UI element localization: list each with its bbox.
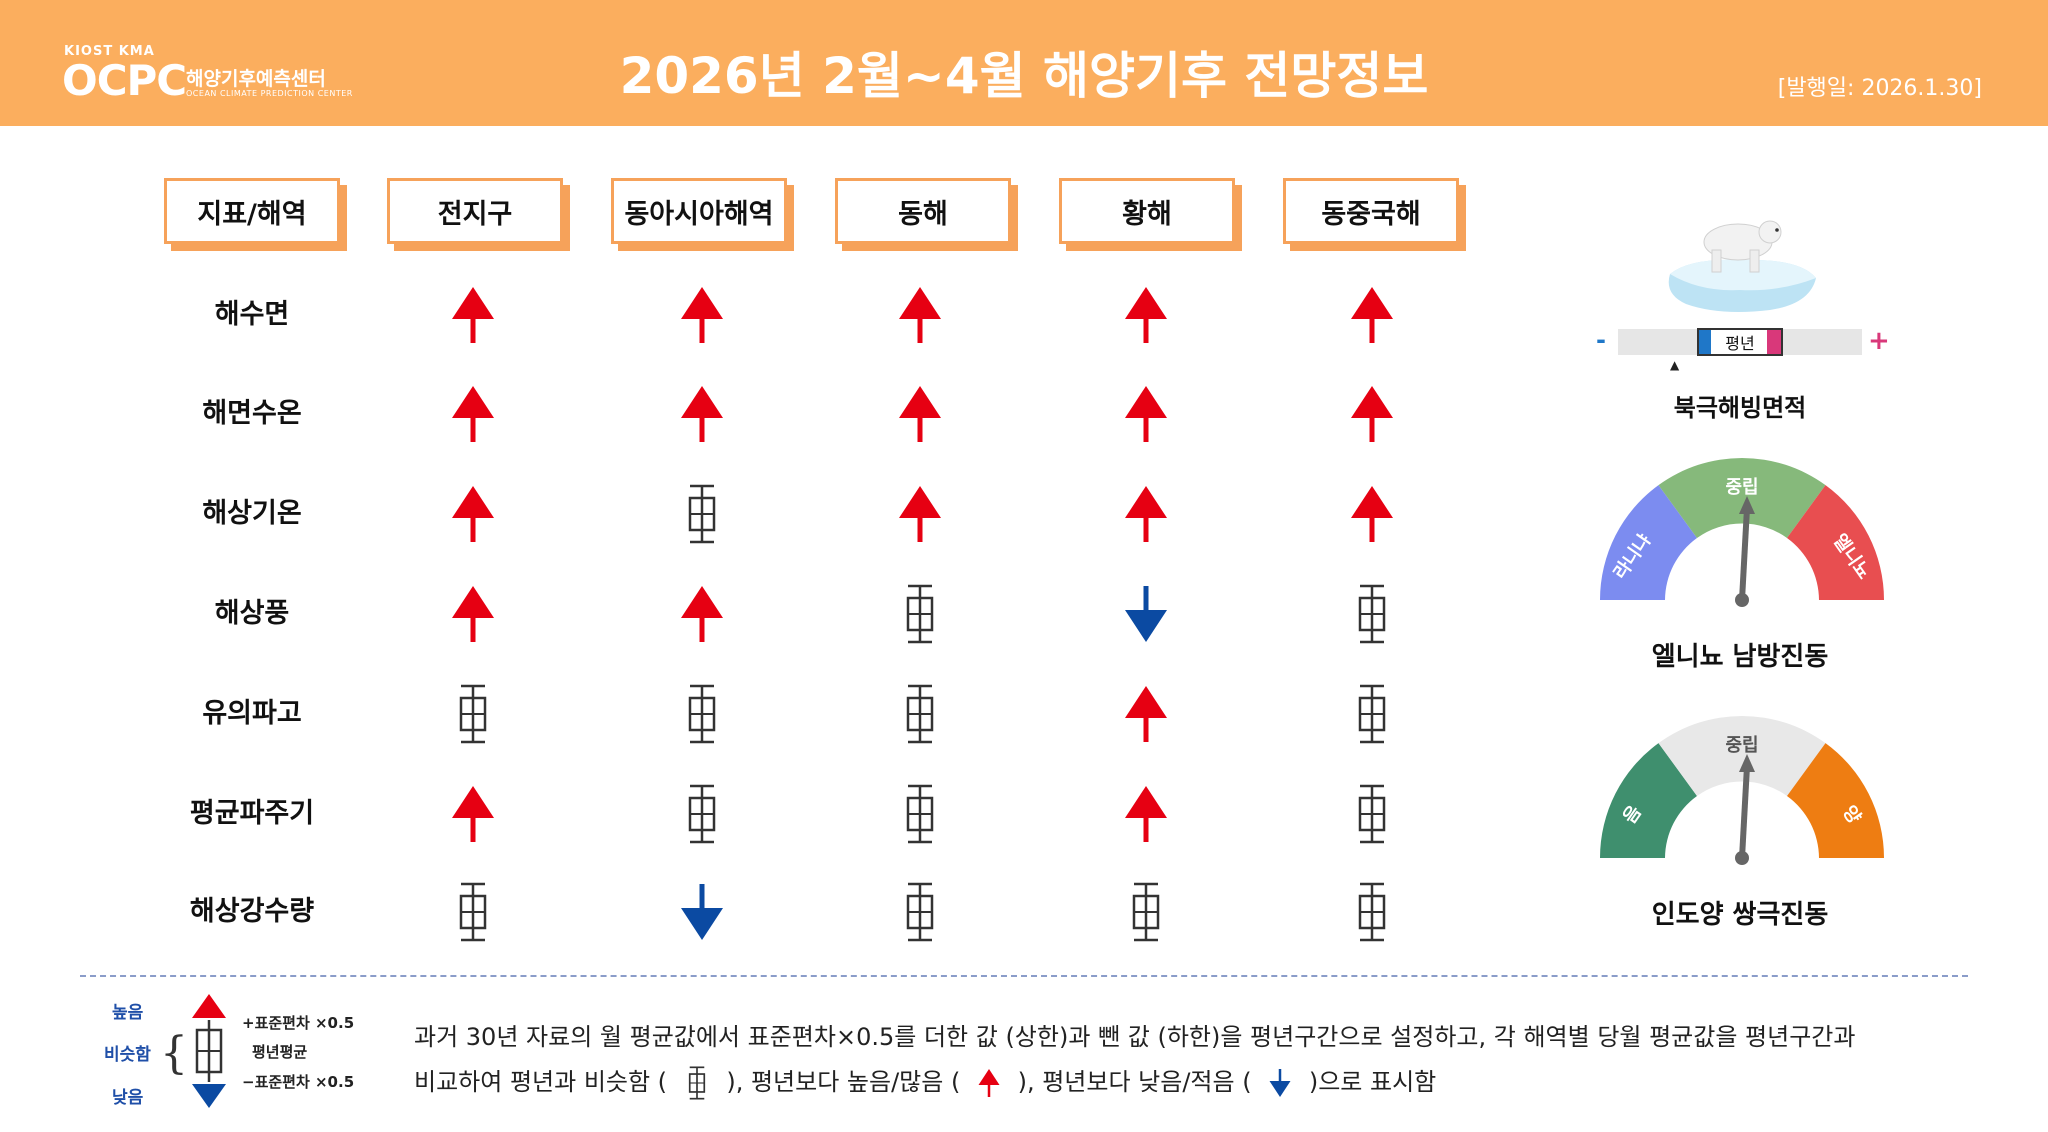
normal-symbol-icon: [448, 882, 498, 942]
column-header-global: 전지구: [387, 178, 563, 244]
logo-english-name: OCEAN CLIMATE PREDICTION CENTER: [186, 89, 353, 98]
iod-label: 인도양 쌍극진동: [1651, 900, 1829, 930]
legend-similar: 비슷함: [104, 1045, 151, 1065]
up-arrow-icon: [448, 484, 498, 544]
legend-upper: +표준편차 ×0.5: [242, 1014, 355, 1032]
enso-needle: [1739, 507, 1750, 601]
row-label-sea-level: 해수면: [214, 299, 290, 330]
polar-bear-on-ice-icon: [1668, 220, 1816, 312]
up-arrow-icon: [895, 285, 945, 345]
normal-symbol-icon: [895, 784, 945, 844]
iod-sector-positive: [1787, 743, 1884, 858]
up-arrow-icon: [1121, 285, 1171, 345]
normal-symbol-icon: [448, 684, 498, 744]
sea-ice-normal-range: 평년: [1697, 328, 1783, 356]
desc-similar-text: 비교하여 평년과 비슷함 (: [414, 1068, 668, 1096]
normal-symbol-icon: [1347, 584, 1397, 644]
legend-high: 높음: [112, 1003, 144, 1023]
iod-sector-negative: [1600, 743, 1697, 858]
normal-symbol-icon: [895, 584, 945, 644]
row-label-sst: 해면수온: [202, 398, 302, 429]
normal-symbol-icon: [677, 784, 727, 844]
column-header-east-sea: 동해: [835, 178, 1011, 244]
normal-symbol-icon: [1347, 684, 1397, 744]
normal-symbol-icon: [677, 484, 727, 544]
iod-needle: [1739, 765, 1750, 859]
legend-description-line2: 비교하여 평년과 비슷함 ( ), 평년보다 높음/많음 ( ), 평년보다 낮…: [414, 1062, 1436, 1100]
legend-mean: 평년평균: [252, 1043, 308, 1061]
up-arrow-icon: [448, 285, 498, 345]
normal-label: 평년: [1725, 334, 1755, 353]
up-arrow-icon: [677, 584, 727, 644]
up-arrow-icon: [1347, 285, 1397, 345]
up-arrow-icon: [1121, 484, 1171, 544]
up-arrow-icon: [1121, 684, 1171, 744]
desc-end-text: )으로 표시함: [1308, 1068, 1437, 1096]
row-label-wave-period: 평균파주기: [189, 798, 315, 829]
up-arrow-icon: [1121, 384, 1171, 444]
up-arrow-icon: [978, 1069, 1000, 1097]
up-arrow-icon: [677, 285, 727, 345]
normal-symbol-icon: [688, 1066, 705, 1100]
down-arrow-icon: [1121, 584, 1171, 644]
up-arrow-icon: [895, 384, 945, 444]
up-arrow-icon: [1347, 484, 1397, 544]
column-header-indicator: 지표/해역: [164, 178, 340, 244]
iod-sector-neutral: [1658, 715, 1826, 796]
normal-symbol-icon: [1121, 882, 1171, 942]
iod-gauge: 중립 음 양: [1600, 715, 1884, 865]
scale-plus: +: [1868, 326, 1890, 356]
page-title: 2026년 2월~4월 해양기후 전망정보: [619, 47, 1429, 105]
down-arrow-icon: [677, 882, 727, 942]
up-arrow-icon: [448, 784, 498, 844]
normal-lower-band: [1699, 330, 1711, 354]
header-bar: KIOST KMA OCPC 해양기후예측센터 OCEAN CLIMATE PR…: [0, 0, 2048, 126]
legend-scale-icon: [192, 994, 226, 1108]
column-header-east-asia: 동아시아해역: [611, 178, 787, 244]
normal-symbol-icon: [677, 684, 727, 744]
enso-sector-el-nino: [1787, 485, 1884, 600]
logo-ocpc: OCPC: [62, 56, 187, 105]
up-arrow-icon: [1347, 384, 1397, 444]
row-label-wave-height: 유의파고: [202, 698, 302, 729]
up-arrow-icon: [895, 484, 945, 544]
legend-lower: −표준편차 ×0.5: [242, 1073, 355, 1091]
legend-low: 낮음: [112, 1088, 144, 1108]
legend-brace-icon: {: [160, 1028, 188, 1079]
up-arrow-icon: [1121, 784, 1171, 844]
sea-ice-label: 북극해빙면적: [1673, 394, 1807, 422]
scale-minus: -: [1596, 326, 1606, 354]
enso-label: 엘니뇨 남방진동: [1651, 642, 1829, 672]
normal-upper-band: [1767, 330, 1781, 354]
logo-korean-name: 해양기후예측센터: [186, 68, 326, 90]
row-label-precipitation: 해상강수량: [189, 896, 315, 927]
sea-ice-position-marker-icon: ▲: [1670, 358, 1680, 372]
up-arrow-icon: [677, 384, 727, 444]
desc-lower-text: ), 평년보다 낮음/적음 (: [1017, 1068, 1252, 1096]
normal-symbol-icon: [1347, 784, 1397, 844]
down-arrow-icon: [1269, 1069, 1291, 1097]
enso-sector-la-nina: [1600, 485, 1697, 600]
normal-symbol-icon: [895, 684, 945, 744]
normal-symbol-icon: [895, 882, 945, 942]
iod-center-label: 중립: [1725, 735, 1758, 756]
row-label-wind: 해상풍: [214, 598, 290, 629]
desc-higher-text: ), 평년보다 높음/많음 (: [726, 1068, 961, 1096]
enso-gauge: 중립 라니냐 엘니뇨: [1600, 457, 1884, 607]
enso-center-label: 중립: [1725, 477, 1758, 498]
column-header-east-china-sea: 동중국해: [1283, 178, 1459, 244]
legend-divider: [80, 975, 1968, 977]
enso-sector-neutral: [1658, 457, 1826, 538]
logo-agencies: KIOST KMA: [64, 44, 155, 59]
column-header-yellow-sea: 황해: [1059, 178, 1235, 244]
row-label-air-temp: 해상기온: [202, 498, 302, 529]
up-arrow-icon: [448, 584, 498, 644]
normal-symbol-icon: [1347, 882, 1397, 942]
issue-date: [발행일: 2026.1.30]: [1777, 76, 1982, 101]
up-arrow-icon: [448, 384, 498, 444]
legend-description-line1: 과거 30년 자료의 월 평균값에서 표준편차×0.5를 더한 값 (상한)과 …: [414, 1023, 1856, 1051]
